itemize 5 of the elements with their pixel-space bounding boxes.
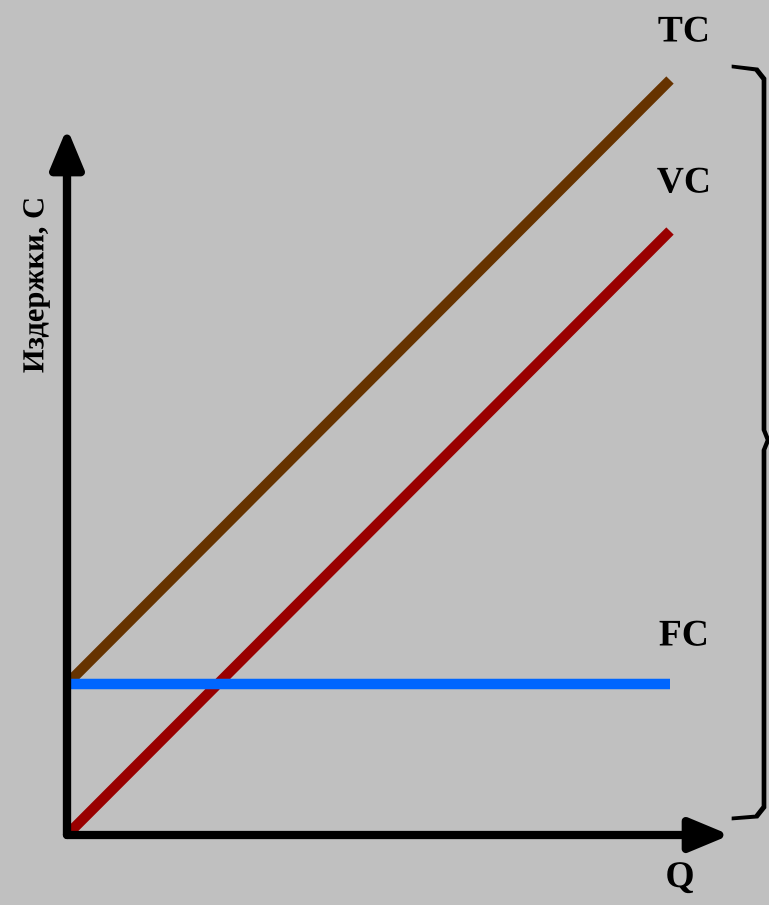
series-label: FC — [660, 620, 706, 646]
series-label: TC — [658, 16, 708, 42]
y-axis-title: Издержки, C — [23, 199, 50, 373]
series-label: VC — [657, 168, 708, 194]
x-axis-title: Q — [667, 862, 693, 894]
